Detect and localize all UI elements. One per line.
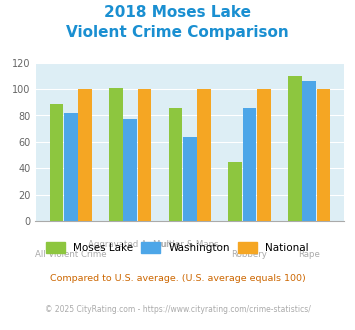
Bar [183,137,197,221]
Bar [169,108,182,221]
Bar [243,108,256,221]
Bar [197,89,211,221]
Text: Murder & Mans...: Murder & Mans... [153,240,227,248]
Bar [138,89,152,221]
Text: 2018 Moses Lake: 2018 Moses Lake [104,5,251,20]
Bar [50,104,63,221]
Text: Violent Crime Comparison: Violent Crime Comparison [66,25,289,40]
Text: Robbery: Robbery [231,250,267,259]
Text: © 2025 CityRating.com - https://www.cityrating.com/crime-statistics/: © 2025 CityRating.com - https://www.city… [45,305,310,314]
Legend: Moses Lake, Washington, National: Moses Lake, Washington, National [42,238,313,257]
Bar [288,76,302,221]
Text: Aggravated Assault: Aggravated Assault [88,240,173,248]
Text: Rape: Rape [298,250,320,259]
Bar [317,89,330,221]
Text: All Violent Crime: All Violent Crime [35,250,106,259]
Bar [228,162,242,221]
Bar [124,119,137,221]
Bar [78,89,92,221]
Bar [109,88,123,221]
Text: Compared to U.S. average. (U.S. average equals 100): Compared to U.S. average. (U.S. average … [50,274,305,283]
Bar [64,113,77,221]
Bar [257,89,271,221]
Bar [302,81,316,221]
